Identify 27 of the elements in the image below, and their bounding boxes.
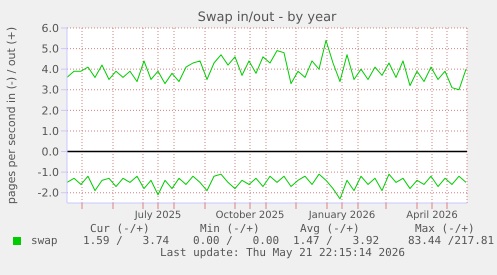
legend-label: swap (31, 234, 58, 247)
y-tick-label: 2.0 (42, 104, 59, 118)
y-tick-label: 1.0 (42, 124, 59, 138)
x-tick-label: October 2025 (216, 210, 284, 222)
y-tick-label: -1.0 (38, 166, 59, 180)
text: 83.44 /217.81 (408, 234, 494, 247)
chart-title: Swap in/out - by year (196, 10, 338, 25)
line-series (67, 174, 466, 200)
text: 1.47 / 3.92 (293, 234, 380, 247)
x-tick-label: April 2026 (406, 210, 458, 222)
text: 1.59 / 3.74 (83, 234, 170, 247)
y-tick-label: 5.0 (42, 42, 59, 56)
y-tick-label: -2.0 (38, 186, 59, 200)
text: Avg (-/+) (300, 222, 360, 235)
text: Cur (-/+) (90, 222, 150, 235)
text: 0.00 / 0.00 (193, 234, 280, 247)
y-tick-label: 0.0 (42, 145, 59, 158)
y-tick-label: 3.0 (42, 84, 59, 97)
x-tick-label: January 2026 (308, 210, 376, 222)
y-tick-label: 4.0 (42, 63, 59, 76)
text: Min (-/+) (200, 222, 260, 235)
x-tick-label: July 2025 (134, 210, 182, 222)
y-axis-title: pages per second in (-) / out (+) (4, 26, 18, 204)
text: Max (-/+) (415, 222, 475, 235)
y-tick-label: 6.0 (42, 22, 59, 35)
text: Last update: Thu May 21 22:15:14 2026 (160, 246, 406, 259)
line-series (67, 40, 466, 90)
